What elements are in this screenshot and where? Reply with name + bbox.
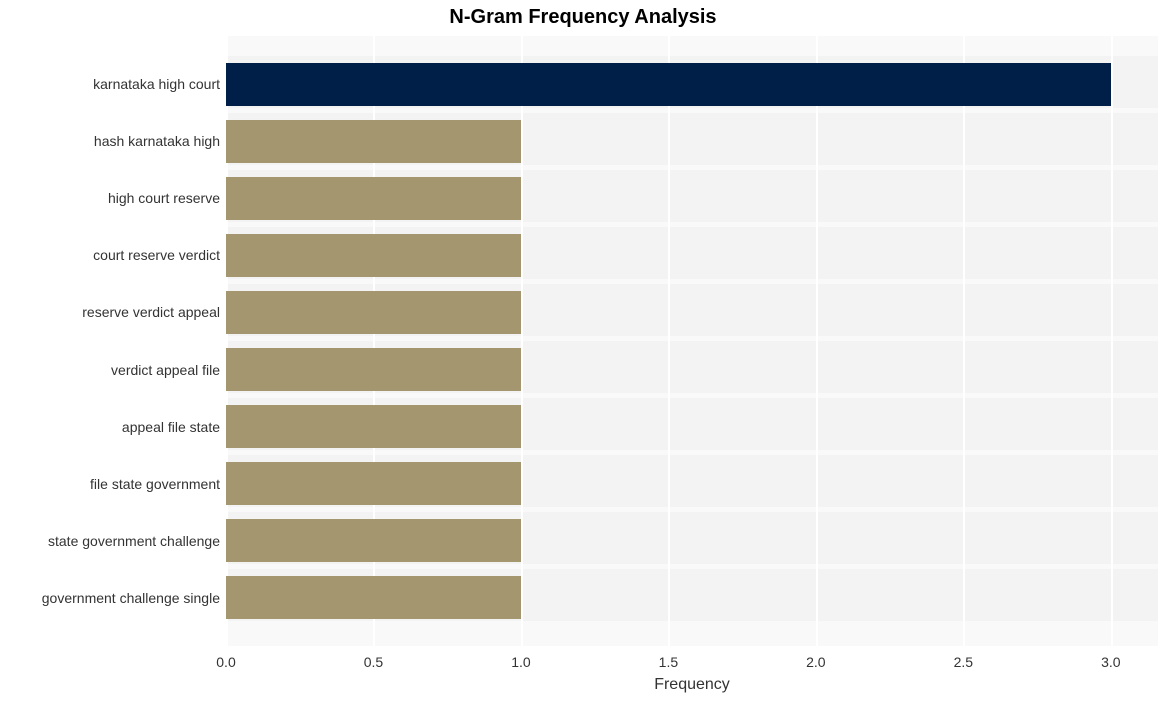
- bar: [226, 519, 521, 562]
- y-tick-label: karnataka high court: [93, 76, 220, 92]
- y-tick-label: appeal file state: [122, 419, 220, 435]
- bar: [226, 291, 521, 334]
- y-tick-label: state government challenge: [48, 533, 220, 549]
- bar: [226, 576, 521, 619]
- y-tick-label: high court reserve: [108, 190, 220, 206]
- x-axis-label: Frequency: [654, 676, 730, 694]
- y-tick-label: hash karnataka high: [94, 133, 220, 149]
- gridline: [963, 36, 965, 646]
- gridline: [521, 36, 523, 646]
- bar: [226, 348, 521, 391]
- gridline: [1111, 36, 1113, 646]
- x-tick-label: 2.0: [806, 654, 825, 670]
- bar: [226, 63, 1111, 106]
- bar: [226, 120, 521, 163]
- bar: [226, 177, 521, 220]
- bar: [226, 234, 521, 277]
- y-tick-label: court reserve verdict: [93, 247, 220, 263]
- gridline: [668, 36, 670, 646]
- x-tick-label: 2.5: [954, 654, 973, 670]
- plot-area: [226, 36, 1158, 646]
- bar: [226, 405, 521, 448]
- y-tick-label: government challenge single: [42, 590, 220, 606]
- gridline: [816, 36, 818, 646]
- x-tick-label: 1.5: [659, 654, 678, 670]
- x-tick-label: 0.5: [364, 654, 383, 670]
- bar: [226, 462, 521, 505]
- y-tick-label: file state government: [90, 476, 220, 492]
- y-tick-label: reserve verdict appeal: [82, 304, 220, 320]
- x-tick-label: 3.0: [1101, 654, 1120, 670]
- y-tick-label: verdict appeal file: [111, 362, 220, 378]
- x-tick-label: 1.0: [511, 654, 530, 670]
- chart-title: N-Gram Frequency Analysis: [0, 6, 1166, 29]
- x-tick-label: 0.0: [216, 654, 235, 670]
- chart-container: N-Gram Frequency Analysis Frequency karn…: [0, 0, 1166, 701]
